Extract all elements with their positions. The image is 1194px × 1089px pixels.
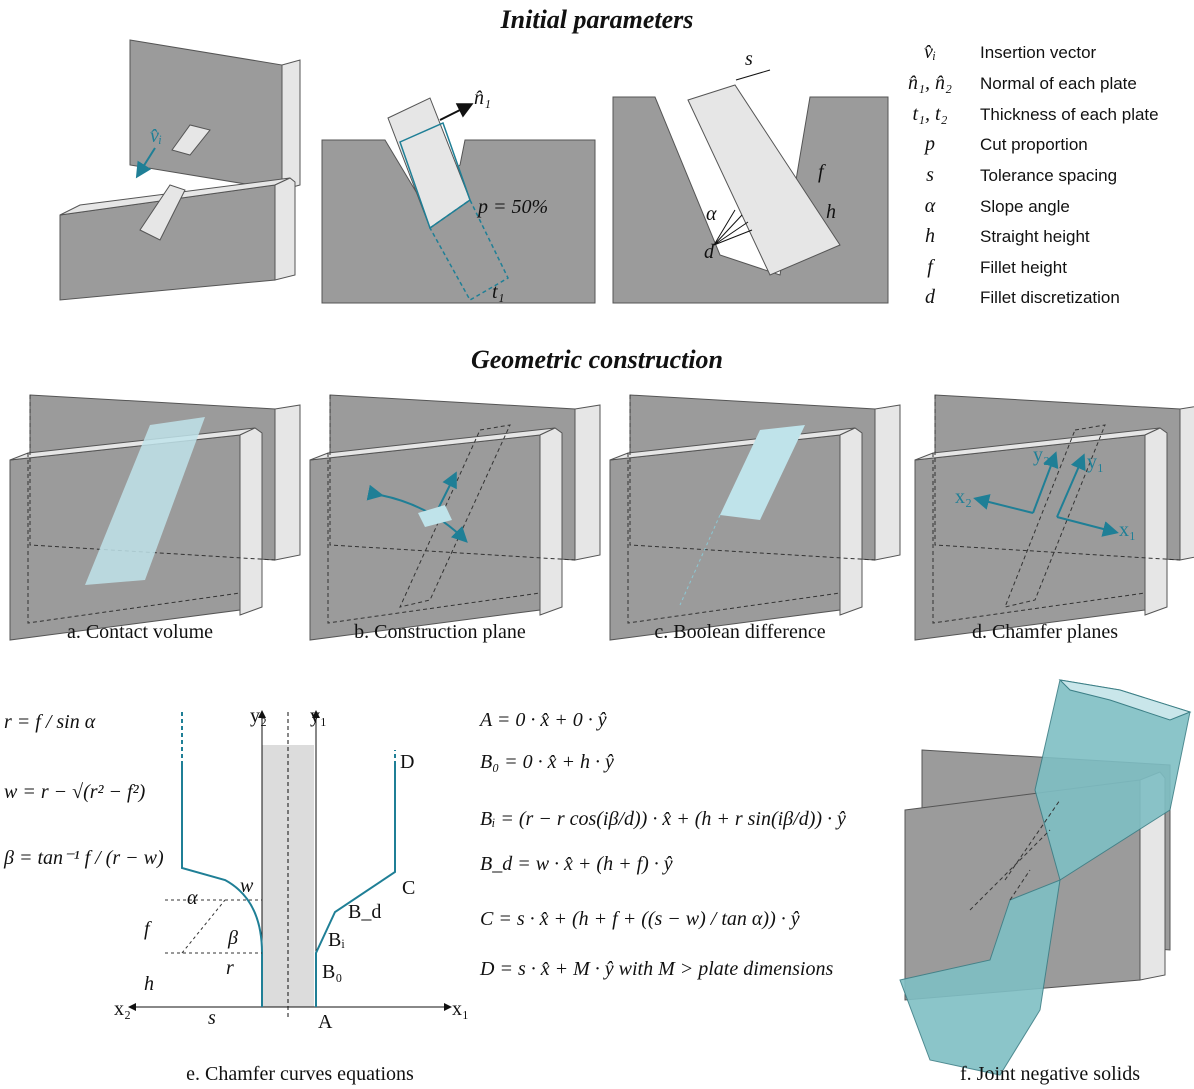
axis-label: x₁ xyxy=(452,998,469,1020)
label: s xyxy=(745,48,753,70)
legend-symbol: s xyxy=(926,164,934,186)
caption: d. Chamfer planes xyxy=(972,621,1118,643)
equation: B₀ = 0 · x̂ + h · ŷ xyxy=(480,751,614,773)
legend-text: Tolerance spacing xyxy=(980,166,1117,185)
legend-symbol: d xyxy=(925,286,936,308)
panel-b xyxy=(310,395,600,640)
label: D xyxy=(400,751,414,773)
label: t₁ xyxy=(492,281,505,303)
panel-d: y₂ y₁ x₂ x₁ xyxy=(915,395,1194,640)
legend-symbol: α xyxy=(925,195,936,217)
label: Bᵢ xyxy=(328,929,345,951)
panel-c xyxy=(610,395,900,640)
label: B_d xyxy=(348,901,381,923)
equation: D = s · x̂ + M · ŷ with M > plate dimens… xyxy=(479,958,833,980)
label: v̂ᵢ xyxy=(150,125,162,147)
label: h xyxy=(144,973,154,995)
label: α xyxy=(706,203,717,225)
label: d xyxy=(704,241,715,263)
label: h xyxy=(826,201,836,223)
label: s xyxy=(208,1007,216,1029)
legend: v̂ᵢ Insertion vector n̂₁, n̂₂ Normal of ea… xyxy=(908,41,1159,308)
caption: c. Boolean difference xyxy=(654,621,825,643)
equation: A = 0 · x̂ + 0 · ŷ xyxy=(478,709,607,731)
normal xyxy=(440,105,470,120)
equation: r = f / sin α xyxy=(4,711,96,733)
joint-solids xyxy=(900,680,1190,1075)
label: α xyxy=(187,887,198,909)
section-title: Geometric construction xyxy=(471,345,723,374)
axis-label: y₂ xyxy=(250,705,267,727)
axis-label: y₁ xyxy=(1087,451,1104,473)
axis-label: x₂ xyxy=(114,998,131,1020)
chamfer-diagram: y₂ y₁ x₂ x₁ s h f α w β r A B₀ Bᵢ B_d C … xyxy=(114,705,469,1033)
label: C xyxy=(402,877,415,899)
legend-text: Insertion vector xyxy=(980,43,1097,62)
dimension xyxy=(736,70,770,80)
equation: β = tan⁻¹ f / (r − w) xyxy=(3,847,164,869)
legend-symbol: h xyxy=(925,225,935,247)
legend-symbol: p xyxy=(923,133,935,155)
label: w xyxy=(240,875,254,897)
equation: C = s · x̂ + (h + f + ((s − w) / tan α))… xyxy=(480,908,800,930)
legend-symbol: v̂ᵢ xyxy=(924,41,936,63)
caption: a. Contact volume xyxy=(67,621,213,643)
plate-edge xyxy=(282,60,300,190)
label: A xyxy=(318,1011,333,1033)
equation: B_d = w · x̂ + (h + f) · ŷ xyxy=(480,853,673,875)
axis-label: y₂ xyxy=(1033,444,1050,466)
legend-text: Slope angle xyxy=(980,197,1070,216)
caption: b. Construction plane xyxy=(354,621,526,643)
legend-symbol: n̂₁, n̂₂ xyxy=(908,72,952,94)
legend-symbol: f xyxy=(927,256,935,278)
legend-text: Straight height xyxy=(980,227,1090,246)
legend-text: Cut proportion xyxy=(980,135,1088,154)
legend-symbol: t₁, t₂ xyxy=(912,103,947,125)
label: r xyxy=(226,957,234,979)
legend-text: Fillet discretization xyxy=(980,288,1120,307)
equation: Bᵢ = (r − r cos(iβ/d)) · x̂ + (h + r sin… xyxy=(480,808,846,830)
axis-label: y₁ xyxy=(310,705,327,727)
legend-text: Fillet height xyxy=(980,258,1067,277)
caption: e. Chamfer curves equations xyxy=(186,1063,414,1085)
label: B₀ xyxy=(322,961,342,983)
figure: Initial parameters Geometric constructio… xyxy=(0,0,1194,1089)
legend-text: Normal of each plate xyxy=(980,74,1137,93)
equation: w = r − √(r² − f²) xyxy=(4,781,146,803)
label: f xyxy=(144,918,152,940)
section-title: Initial parameters xyxy=(500,5,694,34)
legend-text: Thickness of each plate xyxy=(980,105,1159,124)
label: β xyxy=(227,927,238,949)
plate xyxy=(130,40,282,190)
axis-label: x₁ xyxy=(1119,519,1136,541)
axis-label: x₂ xyxy=(955,486,972,508)
panel-a xyxy=(10,395,300,640)
caption: f. Joint negative solids xyxy=(960,1063,1140,1085)
plate-edge xyxy=(275,178,295,280)
label: p = 50% xyxy=(476,196,548,218)
label: n̂₁ xyxy=(474,87,491,109)
